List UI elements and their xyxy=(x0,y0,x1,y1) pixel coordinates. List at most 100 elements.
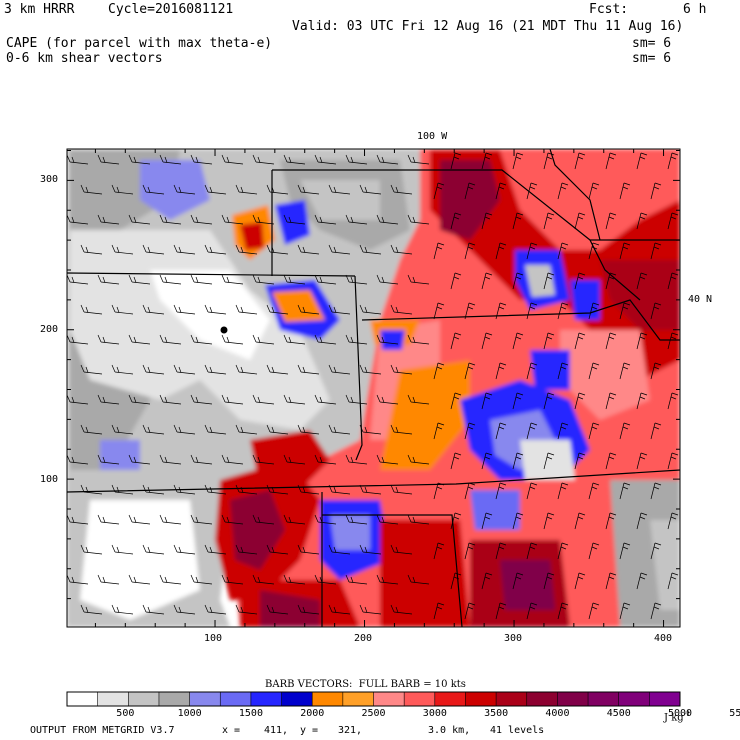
colorbar-level-label: 3000 xyxy=(422,708,447,719)
wind-barb xyxy=(407,214,430,225)
wind-barb xyxy=(619,422,631,440)
barb-legend: BARB VECTORS: FULL BARB = 10 kts xyxy=(265,679,466,690)
wind-barb xyxy=(619,302,631,320)
wind-barb xyxy=(111,424,134,435)
wind-barb xyxy=(204,484,227,495)
wind-barb xyxy=(252,514,275,525)
wind-barb xyxy=(512,272,524,290)
field-shear-smoothing: sm= 6 xyxy=(632,51,672,66)
colorbar-swatch xyxy=(618,692,650,706)
wind-barb xyxy=(111,244,134,255)
x-tick-label: 300 xyxy=(504,633,523,644)
longitude-label: 100 W xyxy=(417,131,448,142)
wind-barb xyxy=(543,332,555,350)
wind-barb xyxy=(433,422,445,440)
wind-barb xyxy=(574,152,586,170)
wind-barb xyxy=(266,424,289,435)
colorbar-level-label: 2000 xyxy=(300,708,325,719)
wind-barb xyxy=(297,364,320,375)
field-title-cape: CAPE (for parcel with max theta-e) xyxy=(6,36,273,51)
wind-barb xyxy=(636,272,648,290)
wind-barb xyxy=(266,304,289,315)
wind-barb xyxy=(314,394,337,405)
wind-barb xyxy=(543,452,555,470)
latitude-label: 40 N xyxy=(688,294,713,305)
wind-barb xyxy=(605,332,617,350)
wind-barb xyxy=(235,364,258,375)
wind-barb xyxy=(221,154,244,165)
wind-barb xyxy=(574,212,586,230)
wind-barb xyxy=(543,512,555,530)
wind-barb xyxy=(173,604,196,615)
wind-barb xyxy=(266,364,289,375)
wind-barb xyxy=(297,424,320,435)
wind-barb xyxy=(650,242,662,260)
x-tick-label: 200 xyxy=(354,633,373,644)
wind-barb xyxy=(252,574,275,585)
wind-barb xyxy=(390,544,413,555)
wind-barb xyxy=(328,424,351,435)
wind-barb xyxy=(314,214,337,225)
wind-barb xyxy=(376,214,399,225)
wind-barb xyxy=(283,334,306,345)
wind-barb xyxy=(190,154,213,165)
wind-barb xyxy=(619,542,631,560)
wind-barb xyxy=(464,422,476,440)
wind-barb xyxy=(314,334,337,345)
colorbar-level-label: 4500 xyxy=(606,708,631,719)
x-tick-label: 100 xyxy=(204,633,223,644)
wind-barb xyxy=(433,362,445,380)
wind-barb xyxy=(464,182,476,200)
wind-barb xyxy=(204,424,227,435)
wind-barb xyxy=(495,602,507,620)
colorbar-swatch xyxy=(526,692,558,706)
wind-barb xyxy=(512,452,524,470)
wind-barb xyxy=(667,212,679,230)
colorbar-swatch xyxy=(97,692,129,706)
wind-barb xyxy=(142,604,165,615)
wind-barb xyxy=(433,242,445,260)
wind-barb xyxy=(97,514,120,525)
wind-barb xyxy=(450,152,462,170)
wind-barb xyxy=(605,212,617,230)
forecast-hour: 6 h xyxy=(683,2,707,17)
wind-barb xyxy=(512,332,524,350)
wind-barb xyxy=(512,212,524,230)
wind-barb xyxy=(605,452,617,470)
wind-barb xyxy=(574,272,586,290)
y-tick-label: 300 xyxy=(40,174,59,185)
wind-barb xyxy=(221,214,244,225)
wind-barb xyxy=(328,364,351,375)
colorbar-swatch xyxy=(128,692,160,706)
wind-barb xyxy=(328,544,351,555)
colorbar-swatch xyxy=(281,692,313,706)
wind-barb xyxy=(605,512,617,530)
colorbar-swatch xyxy=(342,692,374,706)
wind-barb xyxy=(512,152,524,170)
wind-barb xyxy=(111,304,134,315)
wind-barb xyxy=(111,184,134,195)
wind-barb xyxy=(588,422,600,440)
map-frame xyxy=(66,148,681,628)
colorbar-swatch xyxy=(67,692,99,706)
colorbar-swatch xyxy=(496,692,528,706)
wind-barb xyxy=(159,514,182,525)
wind-barb xyxy=(557,422,569,440)
wind-barb xyxy=(297,304,320,315)
wind-barb xyxy=(512,572,524,590)
wind-barb xyxy=(588,182,600,200)
wind-barb xyxy=(574,512,586,530)
wind-barb xyxy=(190,214,213,225)
wind-barb xyxy=(588,302,600,320)
station-marker xyxy=(220,326,228,334)
wind-barb xyxy=(173,304,196,315)
wind-barb xyxy=(328,244,351,255)
wind-barb xyxy=(574,452,586,470)
wind-barb xyxy=(128,394,151,405)
wind-barb xyxy=(235,304,258,315)
wind-barb xyxy=(328,184,351,195)
wind-barb xyxy=(450,452,462,470)
colorbar-swatch xyxy=(434,692,466,706)
wind-barb xyxy=(376,334,399,345)
